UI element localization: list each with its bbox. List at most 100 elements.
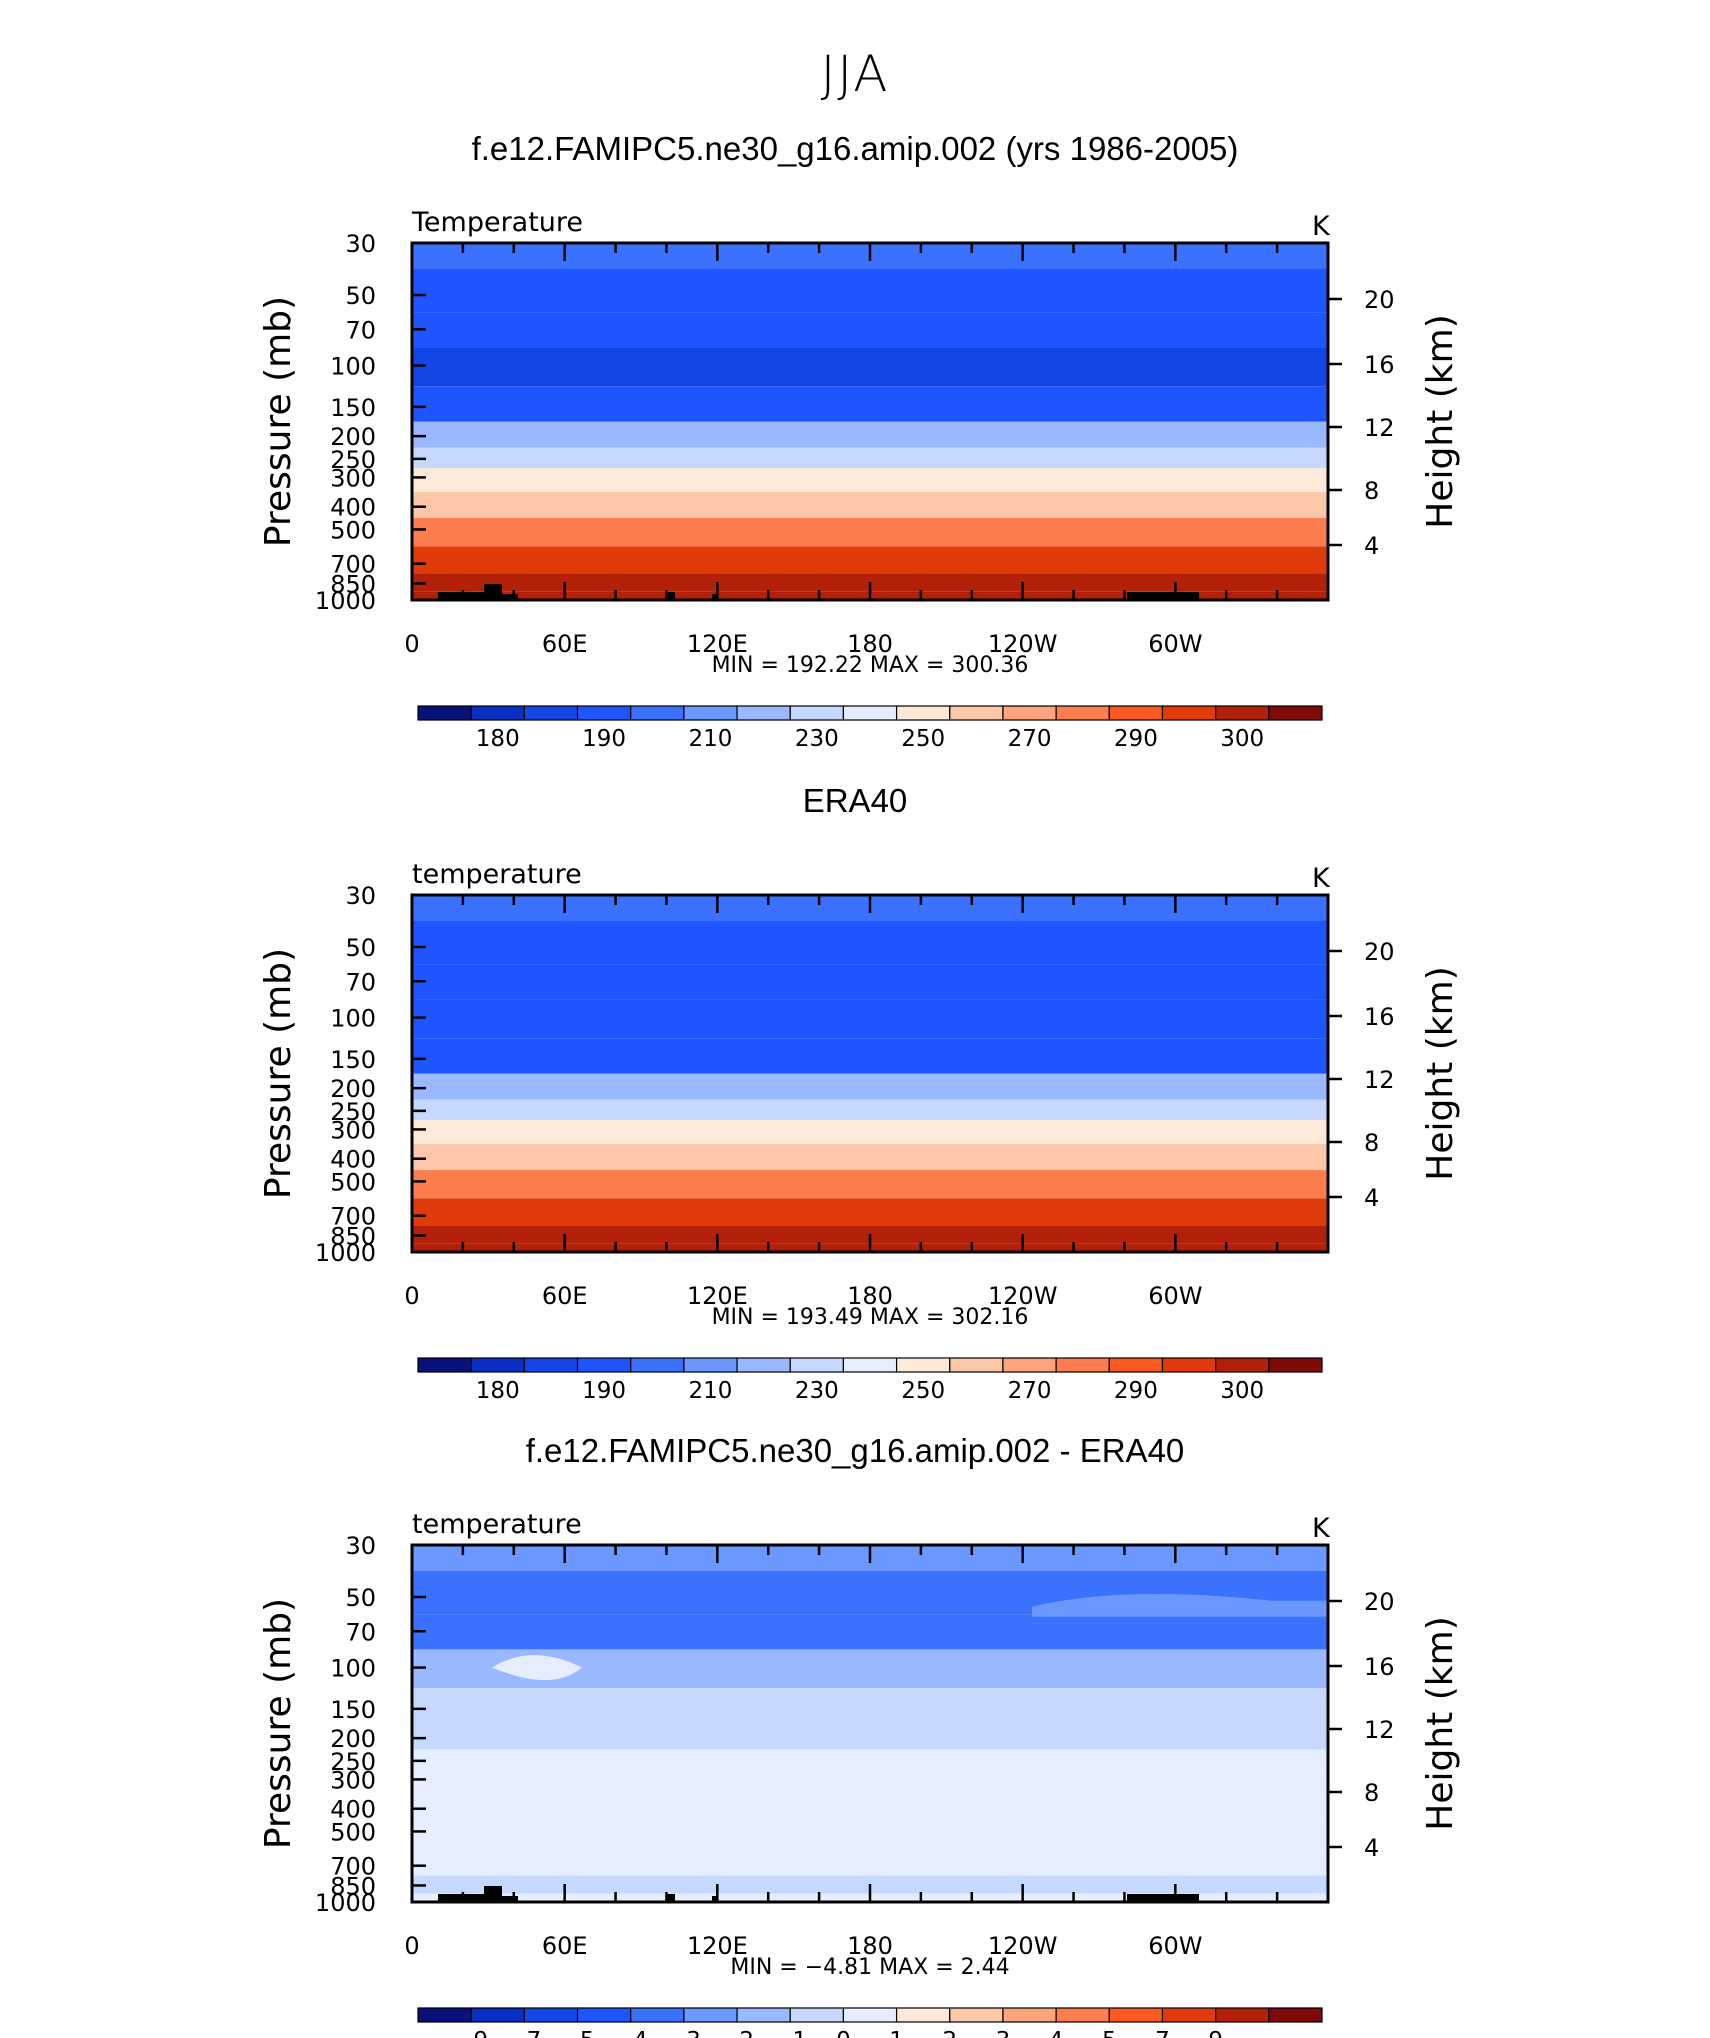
colorbar-swatch [683,705,738,721]
min-max-label: MIN = 193.49 MAX = 302.16 [712,1305,1029,1330]
colorbar-swatch [1108,705,1164,721]
y-tick-label: 100 [330,1655,376,1683]
colorbar-swatch [417,1357,472,1373]
y-tick-label: 850 [330,570,376,598]
y-tick-label: 70 [345,968,376,996]
y-tick-label: 70 [345,316,376,344]
contour-band [412,269,1328,313]
contour-band [412,1688,1328,1724]
colorbar-swatch [842,705,898,721]
min-max-label: MIN = 192.22 MAX = 300.36 [712,653,1029,678]
contour-band [412,347,1328,387]
topography-block [712,594,718,600]
colorbar-swatch [523,1357,579,1373]
colorbar-swatch [789,2007,845,2023]
colorbar-swatch [1268,705,1323,721]
y-tick-label: 30 [345,230,376,258]
y2-tick-label: 20 [1364,286,1395,314]
units-label: K [1312,211,1331,242]
contour-band [412,1770,1328,1795]
y-tick-label: 200 [330,1075,376,1103]
x-tick-label: 60W [1148,630,1202,658]
colorbar-swatch [736,2007,791,2023]
figure-title: JJA [820,45,890,103]
colorbar-swatch [470,705,525,721]
colorbar-label: −7 [507,2028,541,2038]
colorbar-label: 270 [1008,1378,1052,1404]
y-tick-label: 700 [330,1853,376,1881]
y-tick-label: 850 [330,1872,376,1900]
contour-bands [412,895,1328,1252]
colorbar-swatch [789,1357,845,1373]
colorbar-swatch [1215,705,1270,721]
colorbar-swatch [1002,1357,1057,1373]
colorbar-swatch [895,1357,951,1373]
colorbar-swatch [1268,2007,1323,2023]
contour-band [412,964,1328,1000]
contour-band [412,1723,1328,1750]
y2-tick-label: 4 [1364,1184,1379,1212]
colorbar-label: 250 [901,726,945,752]
x-tick-label: 0 [404,1282,419,1310]
variable-label: temperature [412,859,582,890]
contour-band [412,999,1328,1039]
y-tick-label: 1000 [315,1239,376,1267]
y2-axis-label: Height (km) [1420,966,1461,1180]
y-tick-label: 300 [330,464,376,492]
contour-band [412,1848,1328,1876]
contour-bands [412,243,1328,600]
colorbar-label: −3 [667,2028,701,2038]
units-label: K [1312,863,1331,894]
y2-tick-label: 16 [1364,1003,1395,1031]
y-axis-label: Pressure (mb) [258,1598,299,1849]
y-tick-label: 150 [330,1696,376,1724]
y2-tick-label: 12 [1364,414,1395,442]
x-tick-label: 60E [542,1282,588,1310]
colorbar-swatch [683,1357,738,1373]
y-tick-label: 200 [330,423,376,451]
x-tick-label: 120W [988,1282,1058,1310]
colorbar-swatch [576,705,632,721]
topography-block [502,1896,518,1902]
colorbar-swatch [523,2007,579,2023]
y-tick-label: 250 [330,446,376,474]
colorbar-label: 1 [889,2028,904,2038]
colorbar-label: 230 [795,1378,839,1404]
contour-band [412,1794,1328,1821]
y-tick-label: 70 [345,1618,376,1646]
x-tick-label: 0 [404,1932,419,1960]
colorbar-label: 0 [836,2028,851,2038]
colorbar-swatch [842,2007,898,2023]
topography-block [484,584,502,600]
contour-band [412,492,1328,519]
colorbar-label: 4 [1049,2028,1064,2038]
contour-band [412,518,1328,547]
y2-tick-label: 16 [1364,351,1395,379]
panel-title: f.e12.FAMIPC5.ne30_g16.amip.002 (yrs 198… [471,130,1239,167]
contour-band [412,1120,1328,1145]
y-tick-label: 100 [330,353,376,381]
colorbar-swatch [523,705,579,721]
x-tick-label: 60W [1148,1932,1202,1960]
colorbar-swatch [895,2007,951,2023]
y-tick-label: 300 [330,1766,376,1794]
x-tick-label: 120W [988,1932,1058,1960]
y2-tick-label: 16 [1364,1653,1395,1681]
era40-temperature-chart: temperature K3050701001502002503004005007… [258,859,1461,1404]
colorbar-swatch [576,1357,632,1373]
y-tick-label: 500 [330,516,376,544]
colorbar-label: 300 [1220,726,1264,752]
colorbar-label: −5 [561,2028,595,2038]
colorbar-label: 210 [689,1378,733,1404]
colorbar-label: 7 [1155,2028,1170,2038]
x-tick-label: 180 [847,630,893,658]
contour-band [412,1073,1328,1100]
y-tick-label: 500 [330,1168,376,1196]
colorbar-swatch [1055,2007,1110,2023]
contour-band [412,1038,1328,1074]
x-tick-label: 180 [847,1282,893,1310]
y-tick-label: 700 [330,551,376,579]
colorbar-swatch [1215,2007,1270,2023]
colorbar-swatch [949,705,1004,721]
colorbar-swatch [1161,2007,1217,2023]
